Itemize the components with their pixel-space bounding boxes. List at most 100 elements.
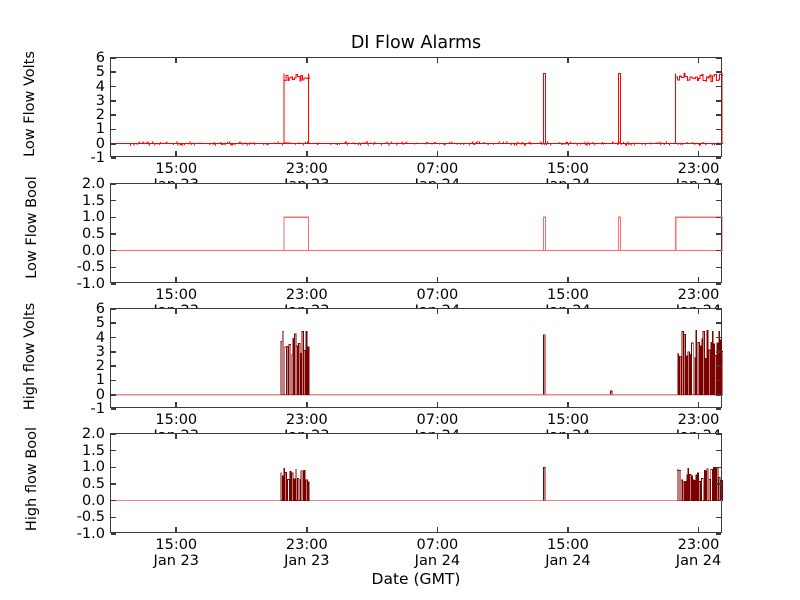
y-tick-mark <box>716 322 721 325</box>
data-trace <box>543 334 546 395</box>
ylabel-high-flow-volts: High flow Volts <box>22 302 38 410</box>
x-tick-mark <box>697 527 700 532</box>
y-tick-mark <box>716 449 721 452</box>
y-tick-label: 0.5 <box>81 226 105 242</box>
x-tick-mark <box>697 402 700 407</box>
y-tick-mark <box>716 516 721 519</box>
y-tick-mark <box>716 499 721 502</box>
y-tick-mark <box>111 408 116 410</box>
x-tick-mark <box>567 527 569 532</box>
y-tick-label: -0.5 <box>76 509 105 526</box>
x-tick-mark <box>567 309 569 314</box>
y-tick-mark <box>111 336 116 339</box>
y-tick-label: -0.5 <box>76 259 105 276</box>
y-tick-label: 0.5 <box>81 476 105 492</box>
y-tick-mark <box>111 157 116 159</box>
data-trace <box>675 71 723 144</box>
x-tick-mark <box>175 184 178 189</box>
y-tick-mark <box>111 393 116 396</box>
y-tick-label: 0 <box>95 135 105 152</box>
y-tick-label: 3 <box>95 92 105 109</box>
data-trace <box>618 73 622 144</box>
data-trace <box>129 141 722 146</box>
y-tick-mark <box>111 449 116 452</box>
data-trace <box>676 329 723 396</box>
y-tick-mark <box>111 433 116 435</box>
x-tick-mark <box>567 151 569 156</box>
data-trace <box>280 330 310 396</box>
y-tick-label: 0.0 <box>81 492 105 509</box>
x-tick-mark <box>436 402 439 407</box>
y-tick-label: 4 <box>95 329 105 346</box>
y-tick-mark <box>111 100 116 102</box>
y-tick-label: 1.5 <box>81 442 105 459</box>
y-tick-label: -1 <box>90 150 105 166</box>
y-tick-mark <box>716 533 721 535</box>
x-tick-mark <box>436 527 439 532</box>
y-tick-mark <box>716 183 721 185</box>
y-tick-mark <box>716 266 721 269</box>
y-tick-label: 6 <box>95 50 105 66</box>
data-trace <box>542 73 546 144</box>
x-tick-mark <box>175 527 178 532</box>
y-tick-mark <box>111 283 116 285</box>
y-tick-mark <box>716 142 721 145</box>
y-tick-mark <box>716 365 721 367</box>
x-tick-mark <box>306 434 308 439</box>
y-tick-mark <box>716 393 721 396</box>
x-tick-mark <box>175 277 178 282</box>
x-tick-mark <box>567 277 569 282</box>
x-tick-mark <box>436 184 439 189</box>
y-tick-label: 1.0 <box>81 209 105 226</box>
x-tick-mark <box>436 58 439 63</box>
y-tick-mark <box>716 100 721 102</box>
x-tick-mark <box>175 309 178 314</box>
y-tick-mark <box>111 483 116 485</box>
y-tick-label: 1.0 <box>81 459 105 476</box>
y-tick-mark <box>111 216 116 219</box>
high-flow-bool-plot-area <box>111 466 723 502</box>
y-tick-mark <box>111 199 116 202</box>
panel-high-flow-bool: -1.0 -0.5 0.0 0.5 1.0 1.5 2.0 15:00 Jan 23 23:00 J… <box>77 426 723 569</box>
y-tick-label: -1.0 <box>76 526 105 542</box>
y-tick-mark <box>111 351 116 353</box>
y-tick-label: 5 <box>95 315 105 332</box>
data-trace <box>675 216 723 251</box>
x-tick-mark <box>306 277 308 282</box>
x-tick-mark <box>567 434 569 439</box>
y-tick-mark <box>716 216 721 219</box>
y-tick-mark <box>111 466 116 469</box>
data-trace <box>280 468 310 502</box>
x-tick-mark <box>436 434 439 439</box>
y-tick-mark <box>111 379 116 382</box>
x-tick-mark <box>697 184 700 189</box>
x-tick-mark <box>567 58 569 63</box>
y-tick-label: -1.0 <box>76 276 105 292</box>
y-tick-label: 3 <box>95 343 105 360</box>
x-tick-mark <box>567 402 569 407</box>
y-tick-mark <box>111 114 116 116</box>
data-trace <box>609 390 613 395</box>
y-tick-mark <box>111 128 116 131</box>
y-tick-mark <box>111 233 116 235</box>
y-tick-label: 2.0 <box>81 426 105 442</box>
y-tick-mark <box>111 85 116 88</box>
x-tick-mark <box>175 151 178 156</box>
y-tick-mark <box>111 249 116 252</box>
x-tick-mark <box>436 277 439 282</box>
y-tick-label: 1.5 <box>81 192 105 209</box>
y-tick-mark <box>716 57 721 59</box>
y-tick-mark <box>716 433 721 435</box>
y-tick-mark <box>716 114 721 116</box>
x-tick-mark <box>306 184 308 189</box>
y-tick-label: 5 <box>95 64 105 81</box>
y-tick-mark <box>716 283 721 285</box>
y-tick-mark <box>716 483 721 485</box>
